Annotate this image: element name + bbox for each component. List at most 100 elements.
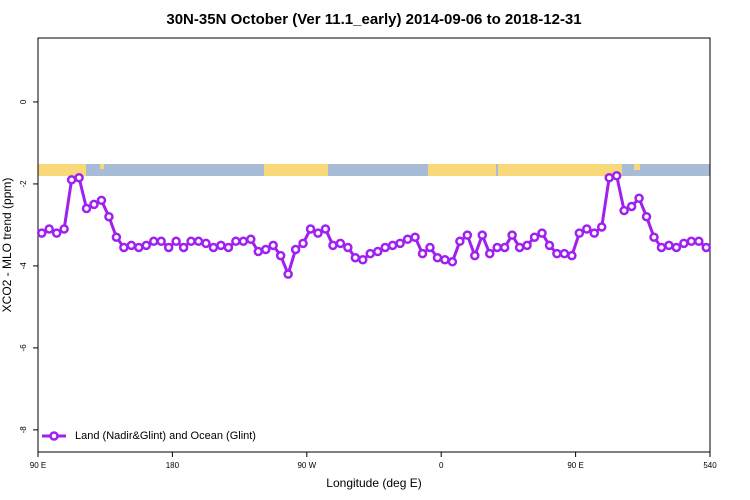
point xyxy=(156,236,166,247)
x-tick-label: 90 W xyxy=(297,461,316,470)
point xyxy=(596,222,607,232)
point xyxy=(395,238,405,249)
point xyxy=(268,240,278,251)
point xyxy=(544,240,555,251)
y-tick-label: -8 xyxy=(19,426,28,434)
point xyxy=(634,193,644,204)
point xyxy=(328,240,338,251)
point xyxy=(231,236,241,247)
x-tick-label: 90 E xyxy=(30,461,46,470)
point xyxy=(193,236,204,247)
point xyxy=(492,242,502,253)
legend-marker xyxy=(49,431,59,441)
point xyxy=(96,195,107,206)
point xyxy=(380,242,390,253)
point xyxy=(477,230,488,240)
point xyxy=(111,232,122,242)
chart-title: 30N-35N October (Ver 11.1_early) 2014-09… xyxy=(166,11,581,28)
point xyxy=(582,224,592,234)
point xyxy=(470,250,480,261)
point xyxy=(216,240,226,251)
y-tick-label: -4 xyxy=(19,262,28,270)
point xyxy=(410,232,420,242)
x-tick-label: 0 xyxy=(439,461,444,470)
point xyxy=(283,269,293,279)
point xyxy=(223,242,234,253)
point xyxy=(253,246,264,257)
point xyxy=(462,230,473,240)
point xyxy=(134,242,144,253)
point xyxy=(589,228,600,238)
point xyxy=(178,242,189,253)
point xyxy=(290,244,301,255)
point xyxy=(171,236,181,247)
point xyxy=(51,228,62,238)
point xyxy=(208,242,219,253)
y-axis-label: XCO2 - MLO trend (ppm) xyxy=(0,178,14,313)
point xyxy=(260,244,271,255)
point xyxy=(604,173,614,183)
point xyxy=(275,250,286,261)
point xyxy=(358,255,368,265)
point xyxy=(343,242,353,253)
point xyxy=(507,230,517,240)
point xyxy=(455,236,465,247)
point xyxy=(611,170,622,181)
point xyxy=(74,173,84,183)
point xyxy=(298,238,308,249)
point xyxy=(701,242,712,253)
point xyxy=(141,240,152,251)
y-tick-label: -6 xyxy=(19,344,28,352)
point xyxy=(440,255,450,265)
land-ocean-strip xyxy=(38,164,710,176)
point xyxy=(671,242,682,253)
point xyxy=(36,228,47,238)
x-tick-label: 180 xyxy=(166,461,180,470)
point xyxy=(305,224,316,234)
point xyxy=(574,228,585,238)
point xyxy=(514,242,525,253)
point xyxy=(119,242,129,253)
point xyxy=(320,224,331,234)
point xyxy=(44,224,54,234)
series-line xyxy=(41,173,708,279)
y-tick-label: 0 xyxy=(19,99,28,104)
x-tick-label: 540 xyxy=(703,461,717,470)
point xyxy=(313,228,323,238)
point xyxy=(365,248,376,259)
point xyxy=(372,246,383,257)
point xyxy=(387,240,398,251)
y-tick-label: -2 xyxy=(19,180,28,188)
point xyxy=(559,248,570,259)
point xyxy=(529,232,540,242)
point xyxy=(59,224,69,234)
point xyxy=(163,242,174,253)
point xyxy=(66,175,77,185)
point xyxy=(522,240,532,251)
point xyxy=(246,234,256,245)
point xyxy=(567,250,577,261)
point xyxy=(641,211,652,222)
point xyxy=(148,236,159,247)
point xyxy=(484,248,495,259)
point xyxy=(656,242,667,253)
legend-label: Land (Nadir&Glint) and Ocean (Glint) xyxy=(75,430,256,442)
point xyxy=(104,211,114,222)
point xyxy=(201,238,211,249)
point xyxy=(619,205,629,216)
point xyxy=(447,257,458,267)
point xyxy=(417,248,428,259)
point xyxy=(432,252,443,263)
point xyxy=(664,240,674,251)
point xyxy=(238,236,249,247)
point xyxy=(81,203,92,214)
point xyxy=(499,242,510,253)
point xyxy=(402,234,413,245)
point xyxy=(694,236,704,247)
point xyxy=(552,248,562,259)
point xyxy=(126,240,137,251)
x-axis-label: Longitude (deg E) xyxy=(326,476,421,490)
point xyxy=(186,236,196,247)
point xyxy=(537,228,547,238)
